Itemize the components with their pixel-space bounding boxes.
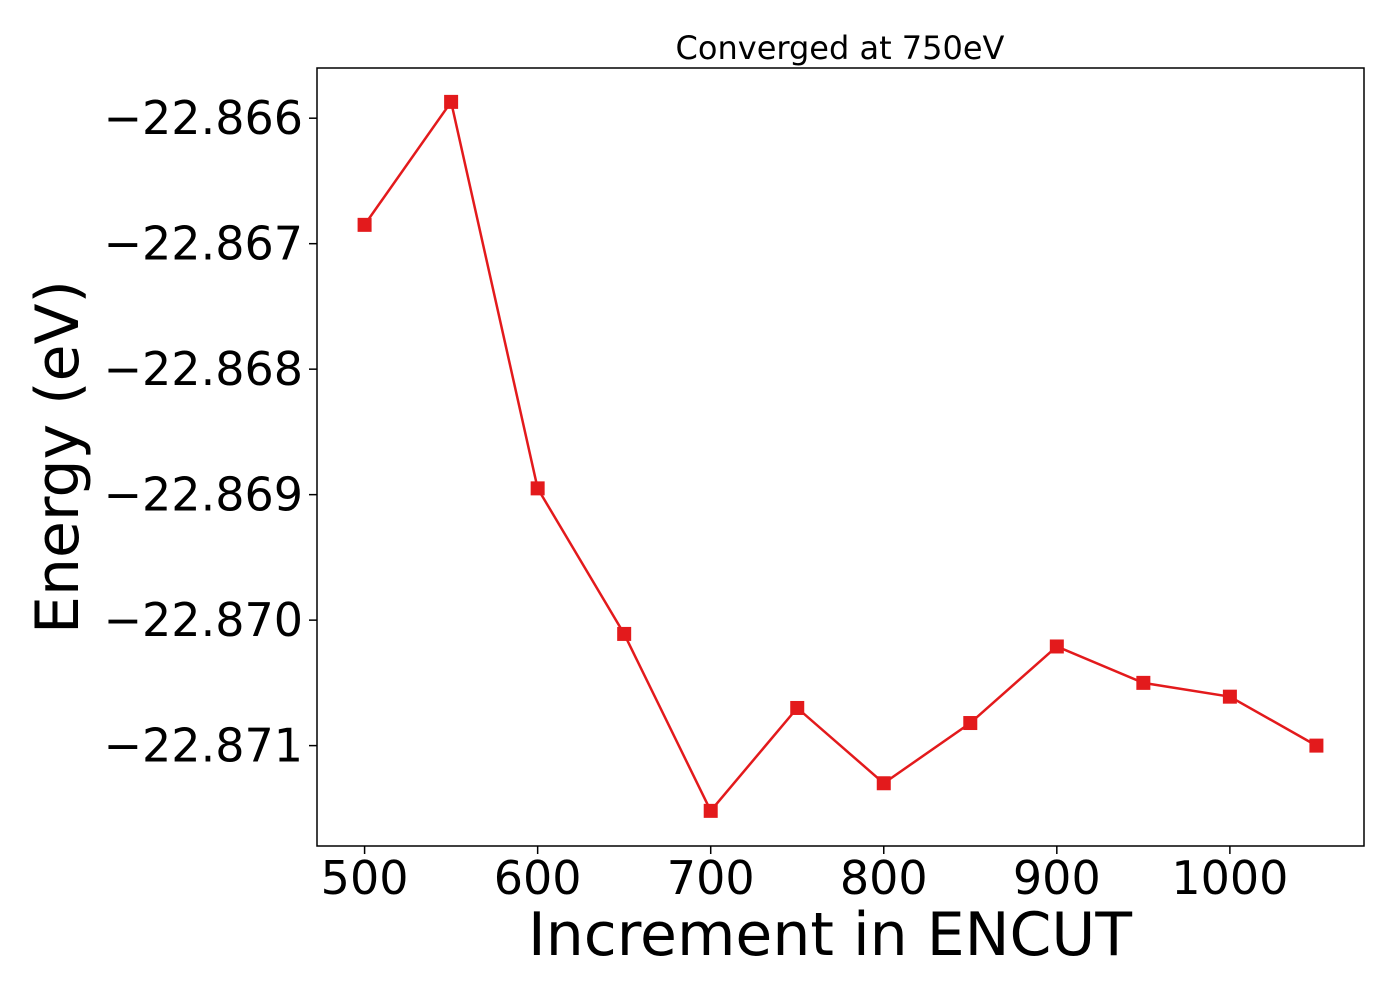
y-tick-label: −22.871	[104, 719, 304, 773]
data-point-marker	[876, 776, 891, 791]
x-tick-label: 1000	[1171, 851, 1288, 905]
y-axis-label: Energy (eV)	[23, 280, 93, 634]
x-tick-label: 800	[840, 851, 928, 905]
y-tick-label: −22.869	[104, 468, 304, 522]
chart-title: Converged at 750eV	[676, 29, 1005, 67]
plot-area-frame	[316, 67, 1365, 847]
x-tick-label: 700	[667, 851, 755, 905]
y-tick-label: −22.868	[104, 342, 304, 396]
data-point-marker	[1309, 738, 1324, 753]
data-point-marker	[1222, 689, 1237, 704]
y-axis-ticks: −22.866 −22.867 −22.868 −22.869 −22.870 −22.8…	[104, 91, 317, 773]
y-tick-label: −22.870	[104, 593, 304, 647]
data-point-marker	[1049, 639, 1064, 654]
x-tick-label: 500	[321, 851, 409, 905]
data-point-marker	[1136, 675, 1151, 690]
x-axis-ticks: 500 600 700 800 900 1000	[321, 846, 1288, 905]
data-point-marker	[703, 803, 718, 818]
data-point-marker	[963, 716, 978, 731]
series-line	[363, 98, 1318, 814]
series-layer	[357, 94, 1324, 818]
data-point-marker	[617, 626, 632, 641]
x-axis-label: Increment in ENCUT	[528, 900, 1132, 970]
data-point-marker	[444, 94, 459, 109]
data-point-marker	[530, 481, 545, 496]
data-point-marker	[790, 700, 805, 715]
y-tick-label: −22.866	[104, 91, 304, 145]
x-tick-label: 900	[1013, 851, 1101, 905]
data-point-marker	[357, 217, 372, 232]
y-tick-label: −22.867	[104, 217, 304, 271]
x-tick-label: 600	[494, 851, 582, 905]
